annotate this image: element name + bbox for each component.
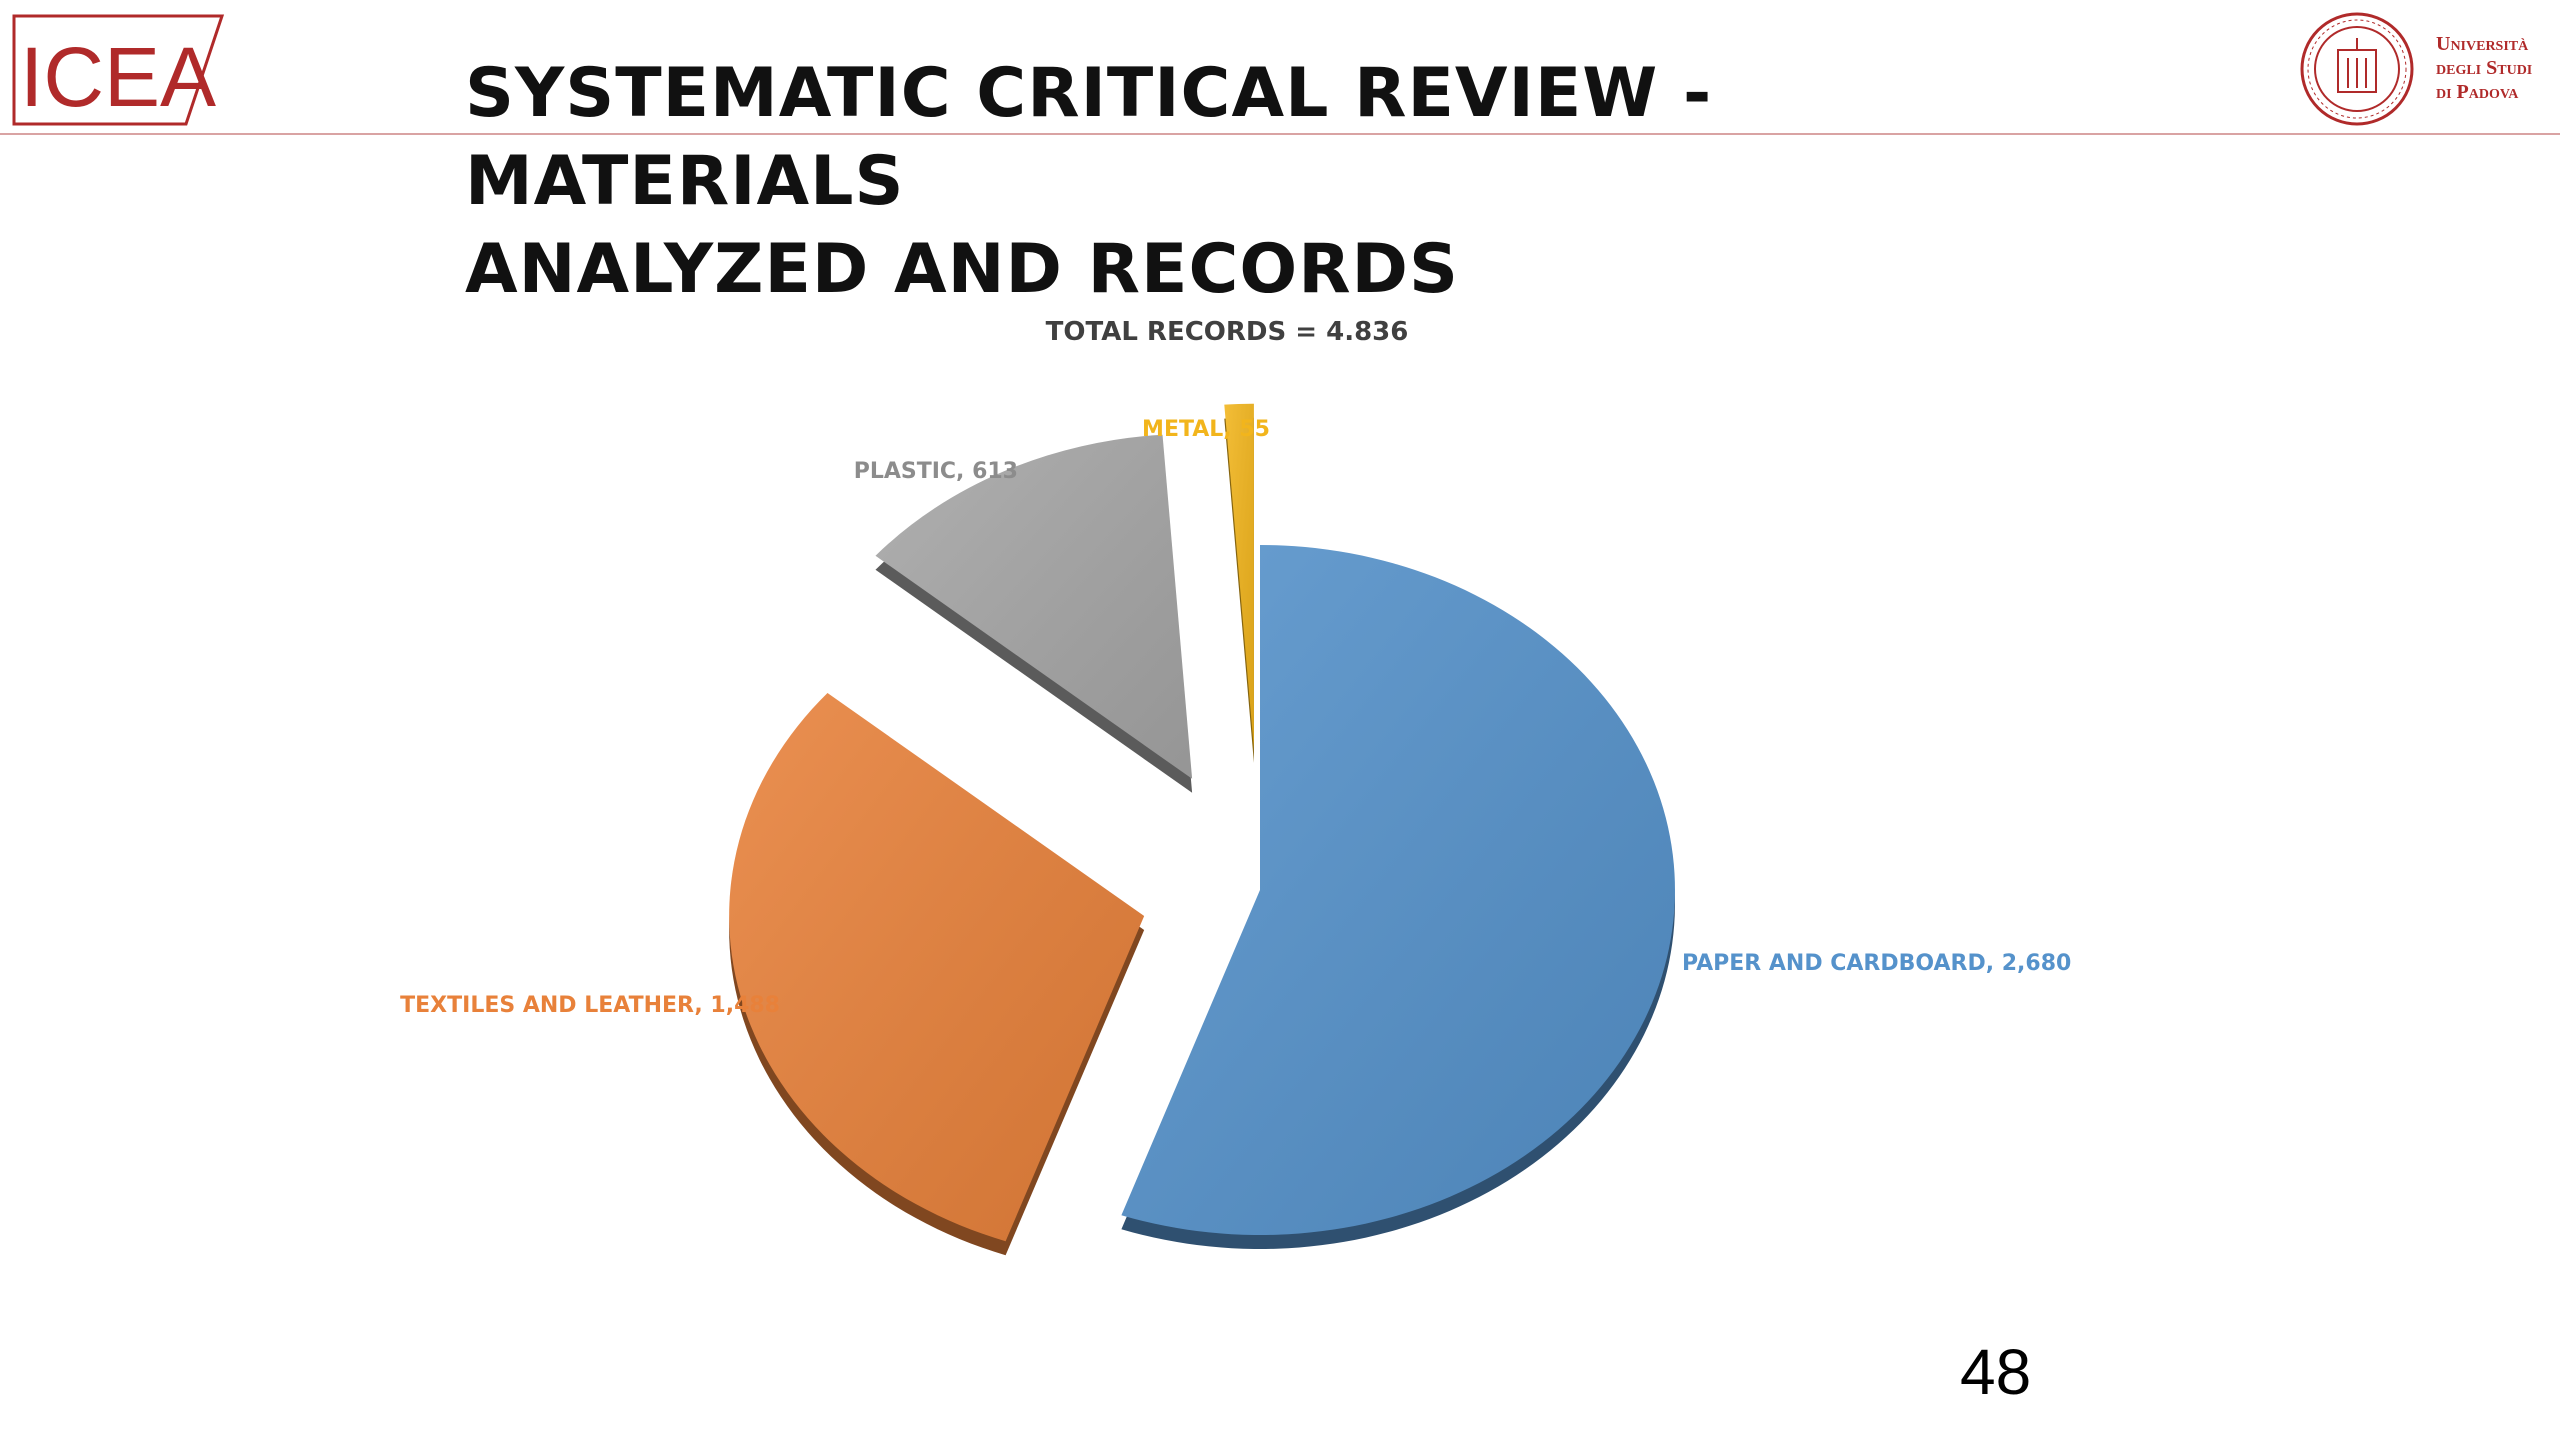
header-divider	[0, 133, 2560, 135]
pie-labels: PAPER AND CARDBOARD, 2,680 TEXTILES AND L…	[400, 417, 2071, 1018]
university-name-line-3: di Padova	[2436, 81, 2519, 103]
university-name-line-1: Università	[2436, 33, 2529, 55]
page-title: SYSTEMATIC CRITICAL REVIEW - MATERIALS A…	[465, 50, 1965, 314]
pie-label-metal: METAL, 55	[1142, 417, 1270, 442]
page-title-line-2: ANALYZED AND RECORDS	[465, 230, 1459, 309]
chart-title: TOTAL RECORDS = 4.836	[1046, 317, 1409, 347]
pie-slice-shading-metal	[1224, 403, 1254, 749]
icea-logo: ICEA	[6, 12, 226, 128]
pie-slices	[729, 403, 1675, 1256]
pie-slice-shading-paper-and-cardboard	[1121, 545, 1675, 1235]
university-name: Università degli Studi di Padova	[2436, 32, 2532, 104]
university-seal-icon	[2300, 12, 2414, 126]
page-number: 48	[1960, 1336, 2032, 1408]
pie-slice-shading-plastic	[875, 434, 1193, 779]
pie-slice-shading-textiles-and-leather	[729, 693, 1145, 1242]
pie-label-paper-and-cardboard: PAPER AND CARDBOARD, 2,680	[1682, 951, 2071, 976]
page-title-line-1: SYSTEMATIC CRITICAL REVIEW - MATERIALS	[465, 54, 1713, 221]
pie-label-textiles-and-leather: TEXTILES AND LEATHER, 1,488	[400, 993, 780, 1018]
icea-logo-text: ICEA	[20, 30, 216, 124]
university-name-line-2: degli Studi	[2436, 57, 2533, 79]
pie-label-plastic: PLASTIC, 613	[854, 459, 1018, 484]
university-logo: Università degli Studi di Padova	[2298, 10, 2560, 130]
